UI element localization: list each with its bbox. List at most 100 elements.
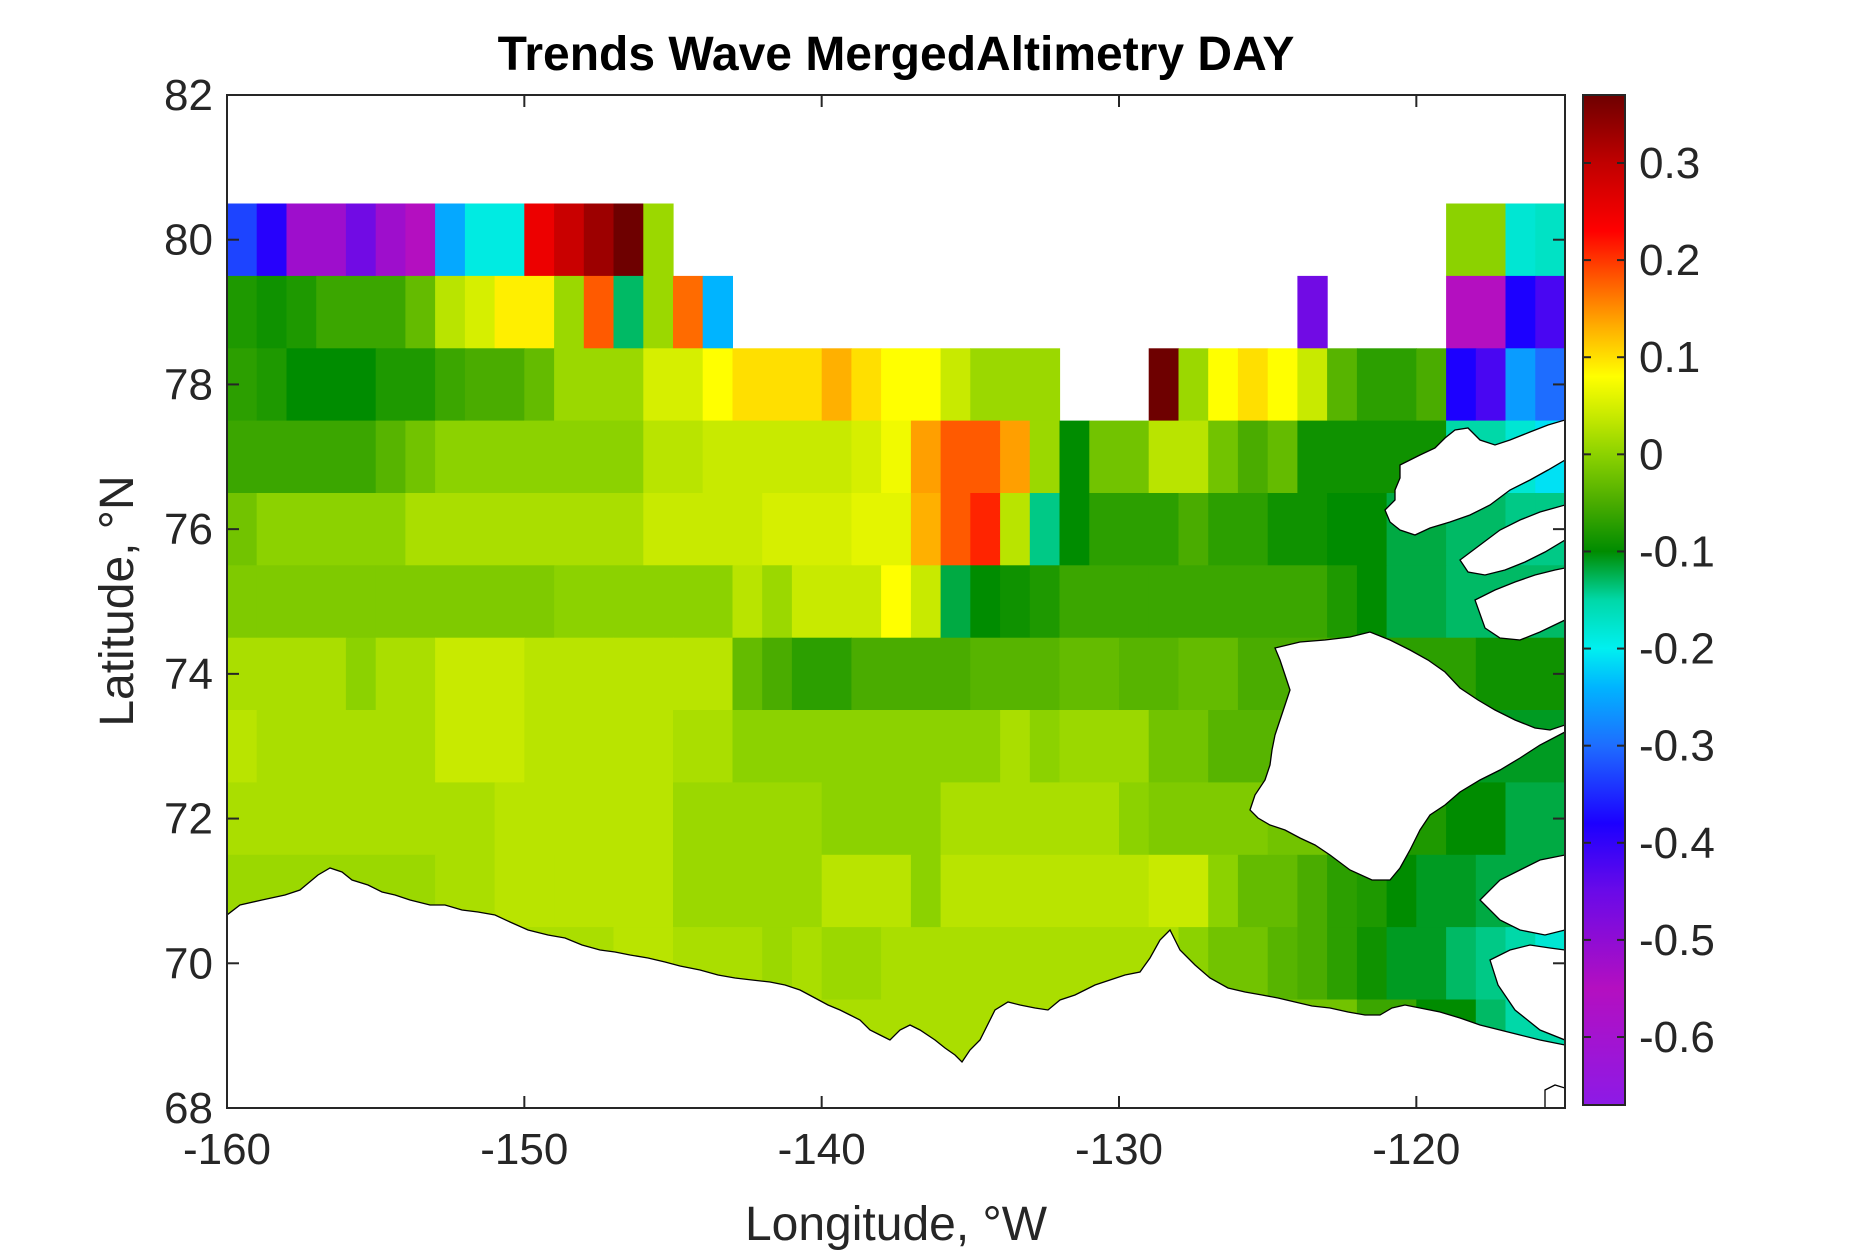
heatmap-cell xyxy=(1446,203,1507,277)
heatmap-cell xyxy=(970,637,1061,711)
heatmap-cell xyxy=(1059,710,1150,783)
heatmap-cell xyxy=(1029,493,1061,566)
heatmap-cell xyxy=(851,565,882,639)
heatmap-cell xyxy=(1089,493,1180,566)
x-tick-label: -150 xyxy=(480,1125,568,1174)
heatmap-cell xyxy=(1148,710,1209,783)
heatmap-cell xyxy=(702,275,733,349)
heatmap-cell xyxy=(1119,782,1150,856)
colorbar-tick-label: -0.4 xyxy=(1639,819,1715,868)
heatmap-cell xyxy=(1446,927,1477,1001)
heatmap-cell xyxy=(1148,565,1328,639)
heatmap-cell xyxy=(1000,420,1031,494)
heatmap-cell xyxy=(940,565,971,639)
heatmap-cell xyxy=(1327,565,1358,639)
x-tick-label: -160 xyxy=(183,1125,271,1174)
heatmap-cell xyxy=(673,710,734,783)
heatmap-cell xyxy=(1059,420,1090,494)
heatmap-cell xyxy=(821,348,852,422)
heatmap-cell xyxy=(910,782,942,856)
heatmap-cell xyxy=(1059,565,1150,639)
heatmap-cell xyxy=(1446,348,1477,422)
heatmap-cell xyxy=(643,420,704,494)
heatmap-cell xyxy=(821,854,912,928)
heatmap-cell xyxy=(256,348,287,422)
heatmap-cell xyxy=(791,927,823,1001)
heatmap-cell xyxy=(881,565,912,639)
heatmap-cell xyxy=(435,203,466,277)
colorbar-tick-label: -0.6 xyxy=(1639,1013,1715,1062)
heatmap-cell xyxy=(643,275,674,349)
heatmap-cell xyxy=(464,348,525,422)
heatmap-cell xyxy=(1148,420,1209,494)
mcclure-strait-islands xyxy=(1459,504,1565,641)
colorbar-tick-label: -0.1 xyxy=(1639,527,1715,576)
heatmap-cell xyxy=(1237,854,1298,928)
heatmap-cell xyxy=(1505,203,1536,277)
chart-title: Trends Wave MergedAltimetry DAY xyxy=(498,28,1295,81)
heatmap-cell xyxy=(227,275,258,349)
heatmap-cell xyxy=(1148,854,1209,928)
heatmap-cell xyxy=(1089,420,1150,494)
heatmap-cell xyxy=(881,927,942,1001)
heatmap-cell xyxy=(1000,493,1031,566)
heatmap-cell xyxy=(345,203,377,277)
heatmap-cell xyxy=(821,927,882,1001)
heatmap-cell xyxy=(405,420,436,494)
x-tick-label: -130 xyxy=(1075,1125,1163,1174)
heatmap-cell xyxy=(1208,493,1269,566)
heatmap-cell xyxy=(1267,927,1298,1001)
colorbar-tick-label: -0.2 xyxy=(1639,625,1715,674)
heatmap-cell xyxy=(940,493,971,566)
colorbar xyxy=(1582,94,1626,1106)
heatmap-cell xyxy=(1356,348,1417,422)
alaska-yukon-coast xyxy=(227,867,1565,1108)
y-axis-label: Latitude, °N xyxy=(91,475,144,726)
coastal-islets xyxy=(1544,1084,1565,1108)
heatmap-cell xyxy=(732,565,763,639)
y-tick-label: 74 xyxy=(164,650,213,699)
heatmap-cell xyxy=(613,275,644,349)
heatmap-cell xyxy=(851,348,882,422)
heatmap-cell xyxy=(1059,493,1090,566)
heatmap-cell xyxy=(762,493,852,566)
heatmap-cell xyxy=(583,203,615,277)
heatmap-cell xyxy=(1416,348,1447,422)
heatmap-cell xyxy=(970,348,1061,422)
heatmap-cell xyxy=(345,637,377,711)
heatmap-cell xyxy=(1505,348,1536,422)
heatmap-cell xyxy=(256,203,287,277)
heatmap-cell xyxy=(554,275,585,349)
heatmap-cell xyxy=(1237,420,1269,494)
heatmap-cell xyxy=(1297,348,1328,422)
heatmap-cell xyxy=(1297,275,1328,349)
colorbar-tick-label: -0.5 xyxy=(1639,916,1715,965)
heatmap-cell xyxy=(702,348,733,422)
heatmap-cell xyxy=(1208,348,1239,422)
heatmap-cell xyxy=(524,348,555,422)
banks-island xyxy=(1249,631,1565,881)
heatmap-cell xyxy=(524,710,674,783)
heatmap-cell xyxy=(464,275,496,349)
heatmap-cell xyxy=(1327,927,1358,1001)
heatmap-cell xyxy=(643,348,704,422)
heatmap-cell xyxy=(554,348,644,422)
heatmap-cell xyxy=(286,275,317,349)
heatmap-cell xyxy=(494,782,674,856)
y-tick-label: 80 xyxy=(164,216,213,265)
heatmap-cell xyxy=(1029,420,1061,494)
heatmap-cell xyxy=(910,710,971,783)
heatmap-cell xyxy=(613,637,674,711)
heatmap-cell xyxy=(375,565,555,639)
heatmap-cell xyxy=(673,854,823,928)
heatmap-cells xyxy=(227,203,1565,1108)
heatmap-cell xyxy=(435,420,525,494)
heatmap-cell xyxy=(1267,420,1298,494)
heatmap-cell xyxy=(1208,854,1239,928)
heatmap-cell xyxy=(524,637,615,711)
heatmap-cell xyxy=(435,637,525,711)
heatmap-cell xyxy=(375,420,406,494)
heatmap-cell xyxy=(524,420,644,494)
heatmap-cell xyxy=(1267,348,1298,422)
heatmap-cell xyxy=(405,493,525,566)
